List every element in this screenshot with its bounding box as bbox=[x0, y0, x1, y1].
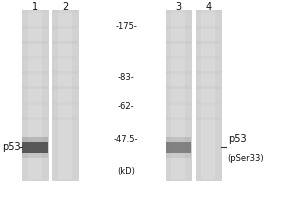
Bar bbox=[166, 153, 191, 158]
Bar bbox=[22, 71, 48, 74]
Bar bbox=[171, 10, 185, 180]
Bar bbox=[196, 86, 221, 89]
Bar bbox=[52, 117, 78, 120]
Bar bbox=[166, 137, 191, 142]
Text: -83-: -83- bbox=[118, 73, 134, 82]
Bar bbox=[196, 26, 221, 29]
Bar bbox=[22, 41, 48, 44]
Bar bbox=[196, 41, 221, 44]
Bar bbox=[201, 10, 215, 180]
Text: 1: 1 bbox=[32, 2, 38, 12]
Bar bbox=[22, 142, 48, 153]
Bar bbox=[52, 10, 78, 13]
Bar bbox=[166, 86, 191, 89]
Bar bbox=[196, 10, 221, 13]
Text: p53: p53 bbox=[2, 142, 21, 152]
Bar bbox=[52, 10, 78, 180]
Bar bbox=[166, 10, 191, 180]
Bar bbox=[22, 86, 48, 89]
Bar bbox=[196, 56, 221, 59]
Bar bbox=[166, 117, 191, 120]
Bar bbox=[52, 102, 78, 105]
Bar bbox=[196, 71, 221, 74]
Text: -62-: -62- bbox=[118, 102, 134, 111]
Bar bbox=[22, 26, 48, 29]
Bar bbox=[52, 86, 78, 89]
Text: 2: 2 bbox=[62, 2, 68, 12]
Text: (kD): (kD) bbox=[117, 167, 135, 176]
Bar bbox=[52, 41, 78, 44]
Bar bbox=[196, 117, 221, 120]
Bar bbox=[22, 137, 48, 142]
Text: 3: 3 bbox=[175, 2, 182, 12]
Bar bbox=[22, 153, 48, 158]
Bar bbox=[166, 10, 191, 13]
Bar bbox=[52, 56, 78, 59]
Text: -47.5-: -47.5- bbox=[114, 135, 138, 144]
Bar bbox=[166, 56, 191, 59]
Bar bbox=[166, 102, 191, 105]
Text: -175-: -175- bbox=[115, 22, 137, 31]
Bar bbox=[22, 102, 48, 105]
Text: (pSer33): (pSer33) bbox=[228, 154, 264, 163]
Text: p53: p53 bbox=[228, 134, 246, 144]
Bar bbox=[166, 26, 191, 29]
Bar bbox=[166, 71, 191, 74]
Bar bbox=[166, 41, 191, 44]
Bar bbox=[196, 10, 221, 180]
Bar bbox=[52, 26, 78, 29]
Bar bbox=[58, 10, 72, 180]
Bar bbox=[22, 117, 48, 120]
Text: 4: 4 bbox=[205, 2, 211, 12]
Bar bbox=[22, 56, 48, 59]
Bar bbox=[52, 71, 78, 74]
Bar bbox=[166, 142, 191, 153]
Bar bbox=[28, 10, 42, 180]
Bar bbox=[22, 10, 48, 180]
Bar bbox=[22, 10, 48, 13]
Bar bbox=[196, 102, 221, 105]
